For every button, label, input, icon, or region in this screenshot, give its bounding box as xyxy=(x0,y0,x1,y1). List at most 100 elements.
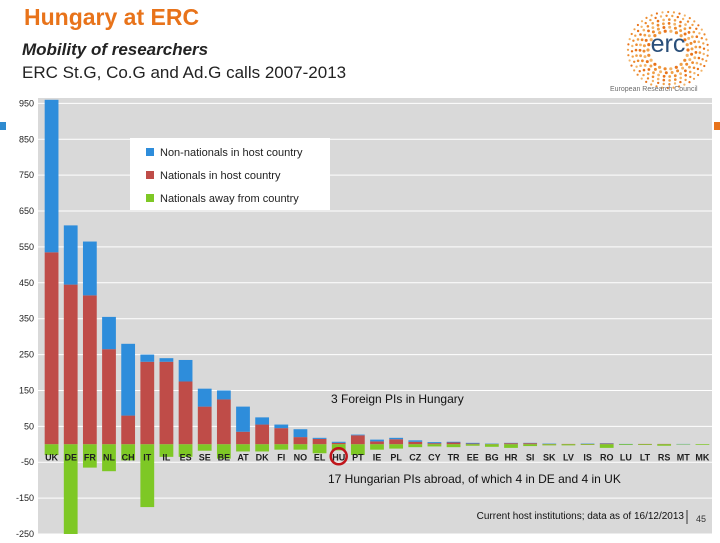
bar-non-nationals xyxy=(466,443,480,444)
logo-dot xyxy=(701,37,703,39)
logo-dot xyxy=(629,59,631,61)
logo-dot xyxy=(647,25,650,28)
logo-dot xyxy=(656,12,658,14)
logo-dot xyxy=(631,45,633,47)
bar-nationals-host xyxy=(504,443,518,444)
y-tick-label: 650 xyxy=(19,206,34,216)
logo-dot xyxy=(658,66,661,69)
bar-nationals-away xyxy=(581,444,595,445)
logo-dot xyxy=(645,22,647,24)
legend-label: Nationals away from country xyxy=(160,193,299,205)
logo-dot xyxy=(684,14,686,16)
logo-dot xyxy=(663,83,665,85)
x-tick-label: SK xyxy=(543,452,556,462)
logo-dot xyxy=(668,18,671,21)
logo-dot xyxy=(629,38,631,40)
bar-non-nationals xyxy=(428,442,442,443)
logo-dot xyxy=(662,19,665,22)
logo-dot xyxy=(675,66,678,69)
annotation-hungarian-abroad: 17 Hungarian PIs abroad, of which 4 in D… xyxy=(328,472,621,486)
logo-dot xyxy=(637,30,639,32)
logo-dot xyxy=(643,50,646,53)
logo-dot xyxy=(650,59,653,62)
logo-dot xyxy=(647,30,650,33)
x-tick-label: LU xyxy=(620,452,632,462)
logo-dot xyxy=(673,11,675,13)
legend-label: Non-nationals in host country xyxy=(160,147,303,159)
bar-nationals-away xyxy=(638,444,652,445)
logo-dot xyxy=(677,16,679,18)
logo-dot xyxy=(684,69,687,72)
bar-non-nationals xyxy=(351,435,365,436)
logo-dot xyxy=(698,32,700,34)
bar-nationals-host xyxy=(313,439,327,444)
bar-non-nationals xyxy=(160,358,174,362)
bar-non-nationals xyxy=(370,440,384,442)
logo-dot xyxy=(639,49,642,52)
logo-dot xyxy=(695,28,697,30)
x-tick-label: RS xyxy=(658,452,671,462)
erc-logo-tagline: European Research Council xyxy=(610,86,720,93)
x-tick-label: IE xyxy=(373,452,382,462)
x-tick-label: IS xyxy=(583,452,592,462)
logo-dot xyxy=(685,63,688,66)
x-tick-label: DK xyxy=(256,452,269,462)
logo-dot xyxy=(649,65,652,68)
bar-non-nationals xyxy=(83,242,97,296)
erc-logo-text: erc xyxy=(651,30,686,58)
bar-nationals-away xyxy=(485,444,499,447)
x-tick-label: ES xyxy=(180,452,192,462)
logo-dot xyxy=(703,53,705,55)
logo-dot xyxy=(660,15,662,17)
x-tick-label: TR xyxy=(448,452,460,462)
bar-nationals-host xyxy=(198,407,212,445)
bar-non-nationals xyxy=(140,355,154,362)
logo-dot xyxy=(645,17,647,19)
x-tick-label: BG xyxy=(485,452,499,462)
logo-dot xyxy=(633,28,635,30)
bar-nationals-away xyxy=(236,444,250,451)
bar-nationals-host xyxy=(83,295,97,444)
bar-non-nationals xyxy=(45,100,59,253)
legend-swatch xyxy=(146,194,154,202)
x-tick-label: IT xyxy=(143,452,152,462)
bar-nationals-host xyxy=(102,349,116,444)
logo-dot xyxy=(686,43,689,46)
bar-nationals-away xyxy=(274,444,288,449)
logo-dot xyxy=(632,55,634,57)
x-tick-label: PL xyxy=(390,452,402,462)
logo-dot xyxy=(659,70,662,73)
logo-dot xyxy=(707,55,709,57)
logo-dot xyxy=(688,66,691,69)
logo-dot xyxy=(668,79,671,82)
bar-nationals-host xyxy=(370,441,384,444)
bar-nationals-host xyxy=(45,252,59,444)
logo-dot xyxy=(700,70,702,72)
y-tick-label: -250 xyxy=(16,529,34,538)
bar-non-nationals xyxy=(179,360,193,382)
logo-dot xyxy=(690,42,693,45)
logo-dot xyxy=(643,44,646,47)
logo-dot xyxy=(635,43,638,46)
y-tick-label: 350 xyxy=(19,314,34,324)
bar-non-nationals xyxy=(64,225,78,284)
logo-dot xyxy=(696,35,699,38)
bar-non-nationals xyxy=(294,429,308,437)
logo-dot xyxy=(633,69,635,71)
logo-dot xyxy=(693,31,696,34)
bar-nationals-host xyxy=(160,362,174,445)
y-tick-label: 450 xyxy=(19,278,34,288)
bar-nationals-host xyxy=(408,442,422,445)
bar-non-nationals xyxy=(332,442,346,443)
logo-dot xyxy=(683,59,686,62)
logo-dot xyxy=(693,56,696,59)
logo-dot xyxy=(689,17,691,19)
bar-nationals-host xyxy=(600,444,614,445)
bar-nationals-host xyxy=(523,443,537,444)
bar-nationals-away xyxy=(370,444,384,449)
logo-dot xyxy=(694,46,697,49)
logo-dot xyxy=(705,38,707,40)
bar-nationals-host xyxy=(217,399,231,444)
logo-dot xyxy=(688,58,691,61)
logo-dot xyxy=(682,18,684,20)
